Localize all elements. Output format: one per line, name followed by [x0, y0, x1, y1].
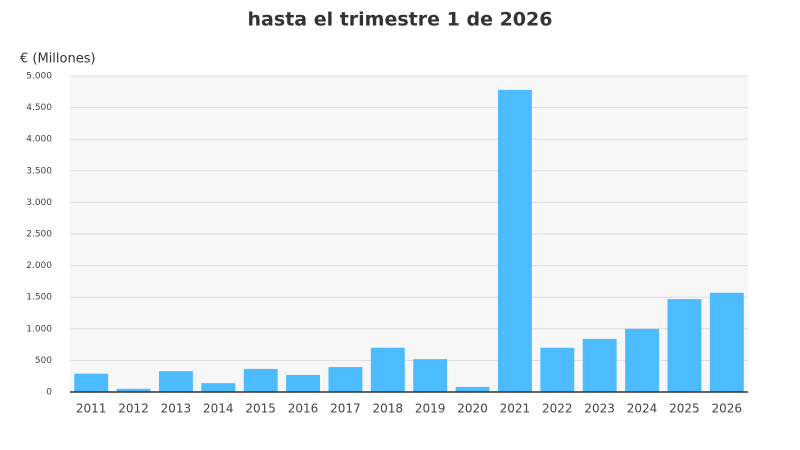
bar: [667, 299, 702, 392]
y-tick-label: 2.000: [26, 261, 52, 271]
y-tick-label: 4.000: [26, 135, 52, 145]
x-tick-label: 2014: [203, 402, 234, 416]
x-tick-label: 2015: [245, 402, 276, 416]
y-tick-label: 4.500: [26, 103, 52, 113]
bar: [540, 347, 575, 392]
bar: [455, 386, 490, 392]
x-tick-label: 2025: [669, 402, 700, 416]
x-tick-label: 2012: [118, 402, 149, 416]
x-tick-label: 2024: [627, 402, 658, 416]
bar: [370, 347, 405, 392]
bar: [243, 368, 278, 392]
x-tick-label: 2013: [161, 402, 192, 416]
bar: [158, 371, 193, 392]
y-tick-label: 2.500: [26, 230, 52, 240]
bar: [709, 292, 744, 392]
y-tick-label: 0: [46, 388, 52, 398]
y-tick-label: 500: [35, 356, 52, 366]
x-tick-label: 2011: [76, 402, 107, 416]
x-tick-label: 2022: [542, 402, 573, 416]
x-tick-label: 2017: [330, 402, 361, 416]
bar: [328, 367, 363, 392]
bar: [582, 338, 617, 392]
y-axis-label: € (Millones): [20, 52, 96, 67]
bar: [413, 359, 448, 392]
x-tick-label: 2026: [712, 402, 743, 416]
x-tick-label: 2019: [415, 402, 446, 416]
x-tick-label: 2018: [373, 402, 404, 416]
bar: [201, 383, 236, 392]
x-tick-label: 2016: [288, 402, 319, 416]
x-tick-label: 2023: [584, 402, 615, 416]
chart-title: hasta el trimestre 1 de 2026: [248, 9, 553, 31]
y-tick-label: 3.000: [26, 198, 52, 208]
y-tick-label: 1.000: [26, 324, 52, 334]
x-tick-label: 2020: [457, 402, 488, 416]
y-tick-label: 3.500: [26, 166, 52, 176]
bar: [286, 374, 321, 392]
y-tick-label: 5.000: [26, 72, 52, 82]
bar: [497, 89, 532, 393]
bar: [625, 328, 660, 392]
bar: [116, 388, 151, 392]
x-tick-label: 2021: [500, 402, 531, 416]
y-tick-label: 1.500: [26, 293, 52, 303]
bar: [74, 373, 109, 392]
